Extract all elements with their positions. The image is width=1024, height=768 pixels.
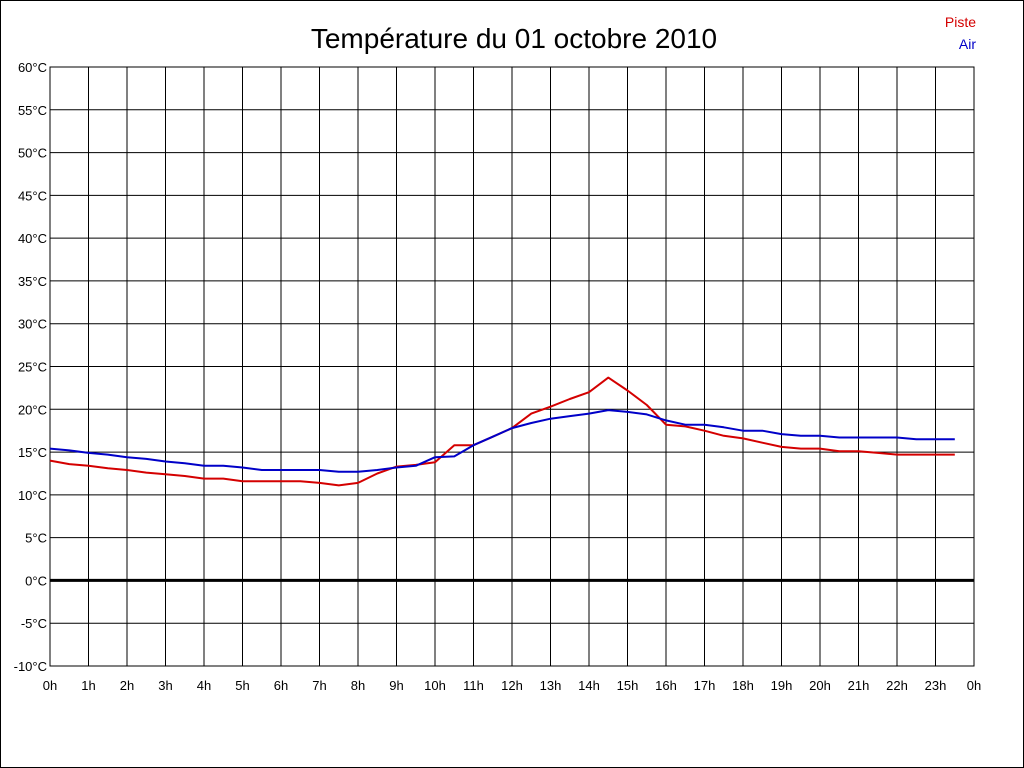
y-tick-label: 40°C	[18, 231, 47, 246]
x-tick-label: 4h	[197, 678, 211, 693]
y-tick-label: 10°C	[18, 488, 47, 503]
plot-border	[49, 66, 975, 667]
axes	[49, 66, 975, 667]
x-tick-label: 1h	[81, 678, 95, 693]
x-tick-label: 19h	[771, 678, 793, 693]
x-tick-label: 8h	[351, 678, 365, 693]
x-tick-label: 10h	[424, 678, 446, 693]
x-tick-label: 21h	[848, 678, 870, 693]
x-tick-label: 16h	[655, 678, 677, 693]
y-tick-label: 20°C	[18, 402, 47, 417]
y-tick-label: 45°C	[18, 188, 47, 203]
x-tick-label: 3h	[158, 678, 172, 693]
grid	[49, 66, 975, 667]
x-tick-label: 6h	[274, 678, 288, 693]
y-tick-label: 35°C	[18, 274, 47, 289]
tick-labels: 0h 1h 2h 3h 4h 5h 6h 7h 8h 9h 10h 11h 12h 13h 14h 15h 16…	[14, 60, 982, 693]
chart-title: Température du 01 octobre 2010	[311, 23, 717, 54]
x-tick-label: 12h	[501, 678, 523, 693]
y-tick-label: 50°C	[18, 146, 47, 161]
x-tick-label: 0h	[967, 678, 981, 693]
y-tick-label: 55°C	[18, 103, 47, 118]
y-tick-label: -10°C	[14, 659, 47, 674]
x-tick-label: 23h	[925, 678, 947, 693]
series-lines	[49, 376, 955, 487]
x-tick-label: 2h	[120, 678, 134, 693]
x-tick-label: 5h	[235, 678, 249, 693]
legend-entry-piste: Piste	[945, 14, 976, 30]
x-tick-label: 13h	[540, 678, 562, 693]
y-tick-label: 30°C	[18, 317, 47, 332]
y-tick-label: 0°C	[25, 573, 47, 588]
x-tick-label: 7h	[312, 678, 326, 693]
x-tick-label: 11h	[463, 678, 484, 693]
y-tick-label: 5°C	[25, 531, 47, 546]
x-tick-label: 15h	[617, 678, 639, 693]
x-tick-label: 18h	[732, 678, 754, 693]
y-tick-label: 60°C	[18, 60, 47, 75]
x-tick-label: 14h	[578, 678, 600, 693]
y-tick-label: 15°C	[18, 445, 47, 460]
x-tick-label: 20h	[809, 678, 831, 693]
x-tick-label: 17h	[694, 678, 716, 693]
legend: Piste Air	[945, 14, 976, 52]
y-tick-label: -5°C	[21, 616, 47, 631]
x-tick-label: 9h	[389, 678, 403, 693]
y-tick-label: 25°C	[18, 360, 47, 375]
legend-entry-air: Air	[959, 36, 976, 52]
series-line-air	[49, 409, 955, 473]
x-tick-label: 0h	[43, 678, 57, 693]
x-tick-label: 22h	[886, 678, 908, 693]
